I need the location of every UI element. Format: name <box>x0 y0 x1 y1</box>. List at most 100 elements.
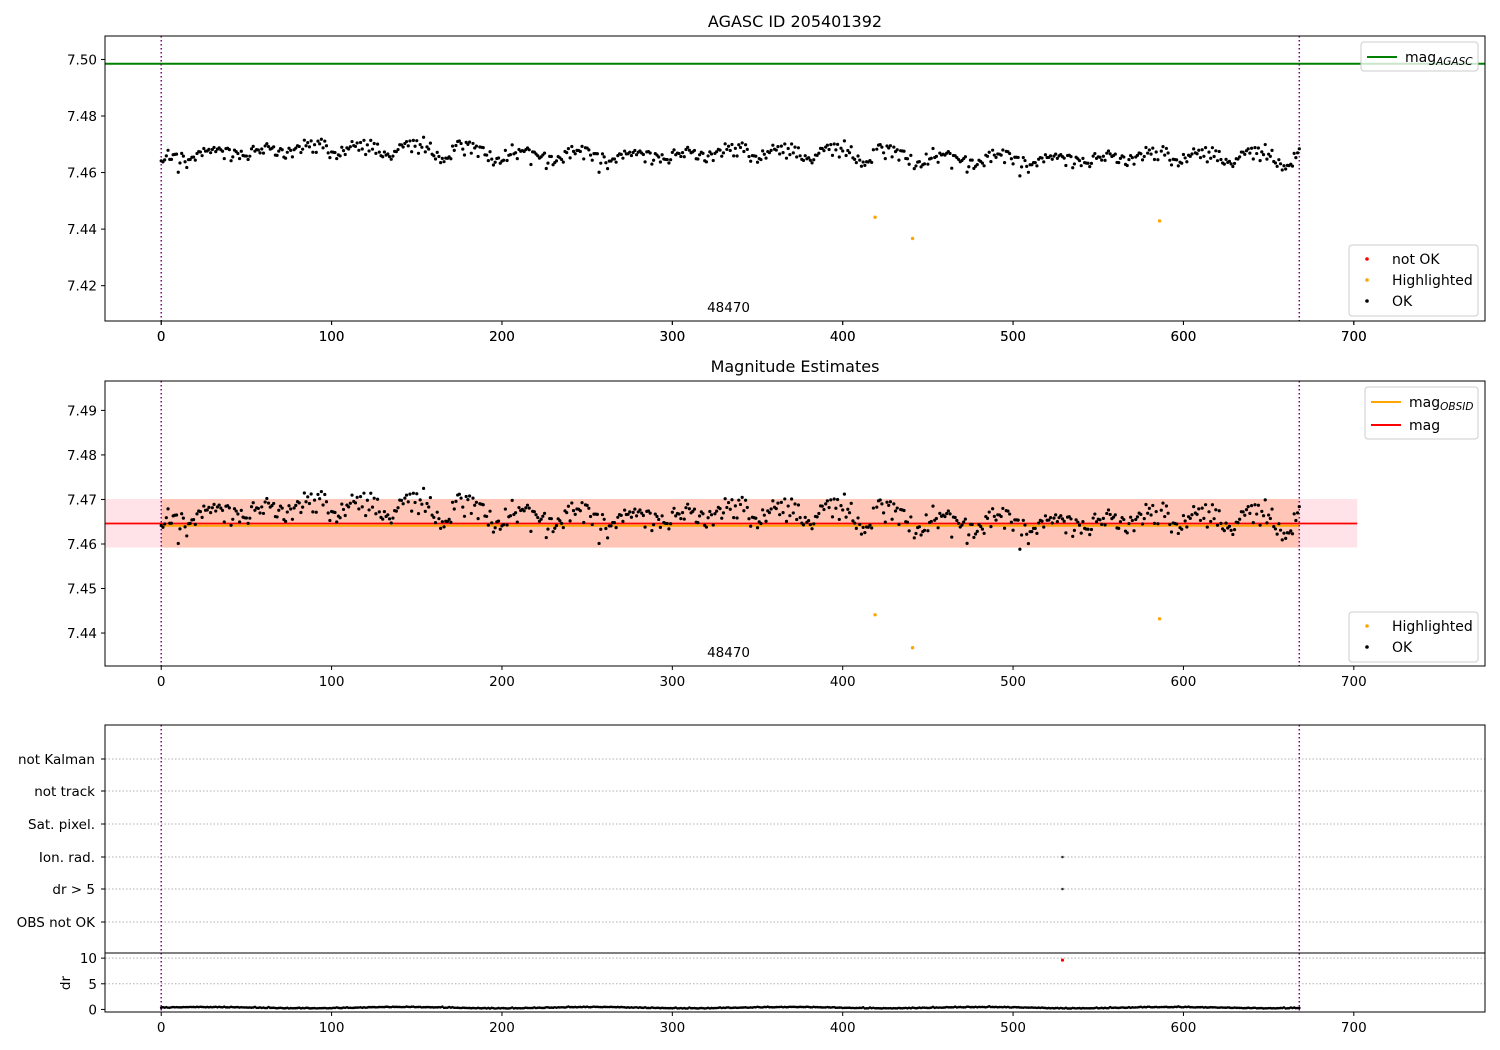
agasc-ok-point <box>1294 156 1298 160</box>
estimates-ok-point <box>1161 501 1165 505</box>
agasc-ok-point <box>411 138 415 142</box>
agasc-ytick-label: 7.48 <box>67 109 97 125</box>
agasc-ok-point <box>774 148 778 152</box>
estimates-ok-point <box>956 521 961 525</box>
agasc-ok-point <box>629 153 634 158</box>
agasc-ok-point <box>340 145 344 149</box>
estimates-ok-point <box>841 508 845 512</box>
agasc-ok-point <box>515 157 519 161</box>
agasc-ok-point <box>307 145 312 149</box>
panel-estimates: Magnitude Estimates 48470 7.44 7.45 7.46 7.47… <box>67 357 1486 667</box>
agasc-ok-point <box>459 141 463 146</box>
agasc-ok-point <box>285 150 289 154</box>
agasc-ok-point <box>1025 164 1029 168</box>
estimates-ok-point <box>888 500 893 504</box>
agasc-ok-point <box>732 154 736 158</box>
agasc-ok-point <box>418 142 422 147</box>
estimates-ok-point <box>270 504 274 508</box>
estimates-ok-point <box>1060 517 1065 521</box>
agasc-ok-point <box>440 156 444 160</box>
estimates-ok-point <box>421 486 426 490</box>
estimates-ok-point <box>1200 506 1204 510</box>
dr-xtick-label: 300 <box>659 1020 685 1036</box>
estimates-ok-point <box>188 521 192 525</box>
agasc-ok-point <box>1062 156 1066 160</box>
estimates-ok-point <box>1232 527 1237 532</box>
agasc-ok-point <box>669 158 673 162</box>
estimates-ok-point <box>824 502 828 506</box>
estimates-ok-point <box>457 492 461 496</box>
agasc-ok-point <box>815 153 819 157</box>
estimates-ok-point <box>1030 530 1034 534</box>
flags-category-label: Sat. pixel. <box>28 817 95 833</box>
agasc-ok-point <box>1175 158 1179 162</box>
agasc-ok-point <box>222 156 226 161</box>
agasc-xtick-label: 200 <box>489 329 515 345</box>
agasc-ok-point <box>1146 151 1150 155</box>
agasc-ok-point <box>841 149 845 153</box>
agasc-ok-point <box>280 148 284 152</box>
estimates-ok-point <box>674 514 678 518</box>
estimates-ok-point <box>861 525 865 530</box>
estimates-ok-point <box>508 514 513 518</box>
estimates-ok-point <box>473 503 477 507</box>
estimates-ok-point <box>720 516 724 520</box>
estimates-ok-point <box>357 507 361 511</box>
agasc-ok-point <box>919 165 923 169</box>
estimates-ok-point <box>696 521 700 525</box>
estimates-ok-point <box>209 511 213 515</box>
agasc-ok-point <box>771 143 775 147</box>
estimates-ok-point <box>982 531 986 535</box>
agasc-ok-point <box>684 147 688 152</box>
estimates-ok-point <box>229 523 233 527</box>
agasc-ok-point <box>682 155 686 159</box>
agasc-ok-point <box>778 152 782 156</box>
agasc-ok-point <box>1016 155 1020 160</box>
xtick-label: 300 <box>659 674 685 690</box>
estimates-ok-point <box>394 509 398 513</box>
estimates-ok-point <box>761 508 765 512</box>
estimates-ok-point <box>868 523 872 527</box>
estimates-ok-point <box>708 509 712 514</box>
agasc-ok-point <box>188 157 192 162</box>
agasc-ok-point <box>474 144 479 148</box>
estimates-ok-point <box>783 497 787 501</box>
agasc-ok-point <box>1147 148 1151 152</box>
agasc-ok-point <box>628 150 632 154</box>
estimates-ok-point <box>650 529 654 533</box>
agasc-ok-point <box>1267 152 1271 156</box>
agasc-ok-point <box>209 151 213 155</box>
agasc-ok-point <box>1241 150 1245 154</box>
dr-frame <box>104 952 1486 1013</box>
agasc-ok-point <box>176 170 180 174</box>
agasc-ok-point <box>490 157 494 161</box>
agasc-ok-point <box>382 150 387 154</box>
estimates-ok-point <box>413 500 417 505</box>
agasc-ok-point <box>1192 147 1196 151</box>
agasc-ok-point <box>897 158 901 162</box>
estimates-ok-point <box>1151 503 1155 508</box>
estimates-ok-point <box>732 516 736 520</box>
estimates-ok-point <box>377 510 381 514</box>
agasc-ok-point <box>648 151 652 155</box>
agasc-ok-point <box>1219 157 1223 162</box>
flags-category-label: not track <box>34 784 95 800</box>
agasc-ok-point <box>1231 164 1235 169</box>
estimates-ok-point <box>701 512 705 516</box>
agasc-ok-point <box>355 141 359 145</box>
estimates-ok-point <box>1292 512 1296 516</box>
estimates-ok-point <box>1154 510 1158 514</box>
agasc-ok-point <box>880 145 884 149</box>
estimates-ok-point <box>810 527 814 531</box>
estimates-ok-point <box>755 526 760 530</box>
agasc-ok-point <box>909 153 913 157</box>
agasc-ok-point <box>394 150 398 154</box>
agasc-ytick-label: 7.42 <box>67 279 97 295</box>
agasc-ok-point <box>297 144 301 149</box>
estimates-ok-point <box>248 516 252 520</box>
estimates-ok-point <box>1035 531 1039 535</box>
estimates-ok-point <box>895 506 899 510</box>
estimates-ok-point <box>902 508 906 513</box>
estimates-ok-point <box>1212 517 1216 521</box>
estimates-ytick-label: 7.46 <box>67 537 97 553</box>
